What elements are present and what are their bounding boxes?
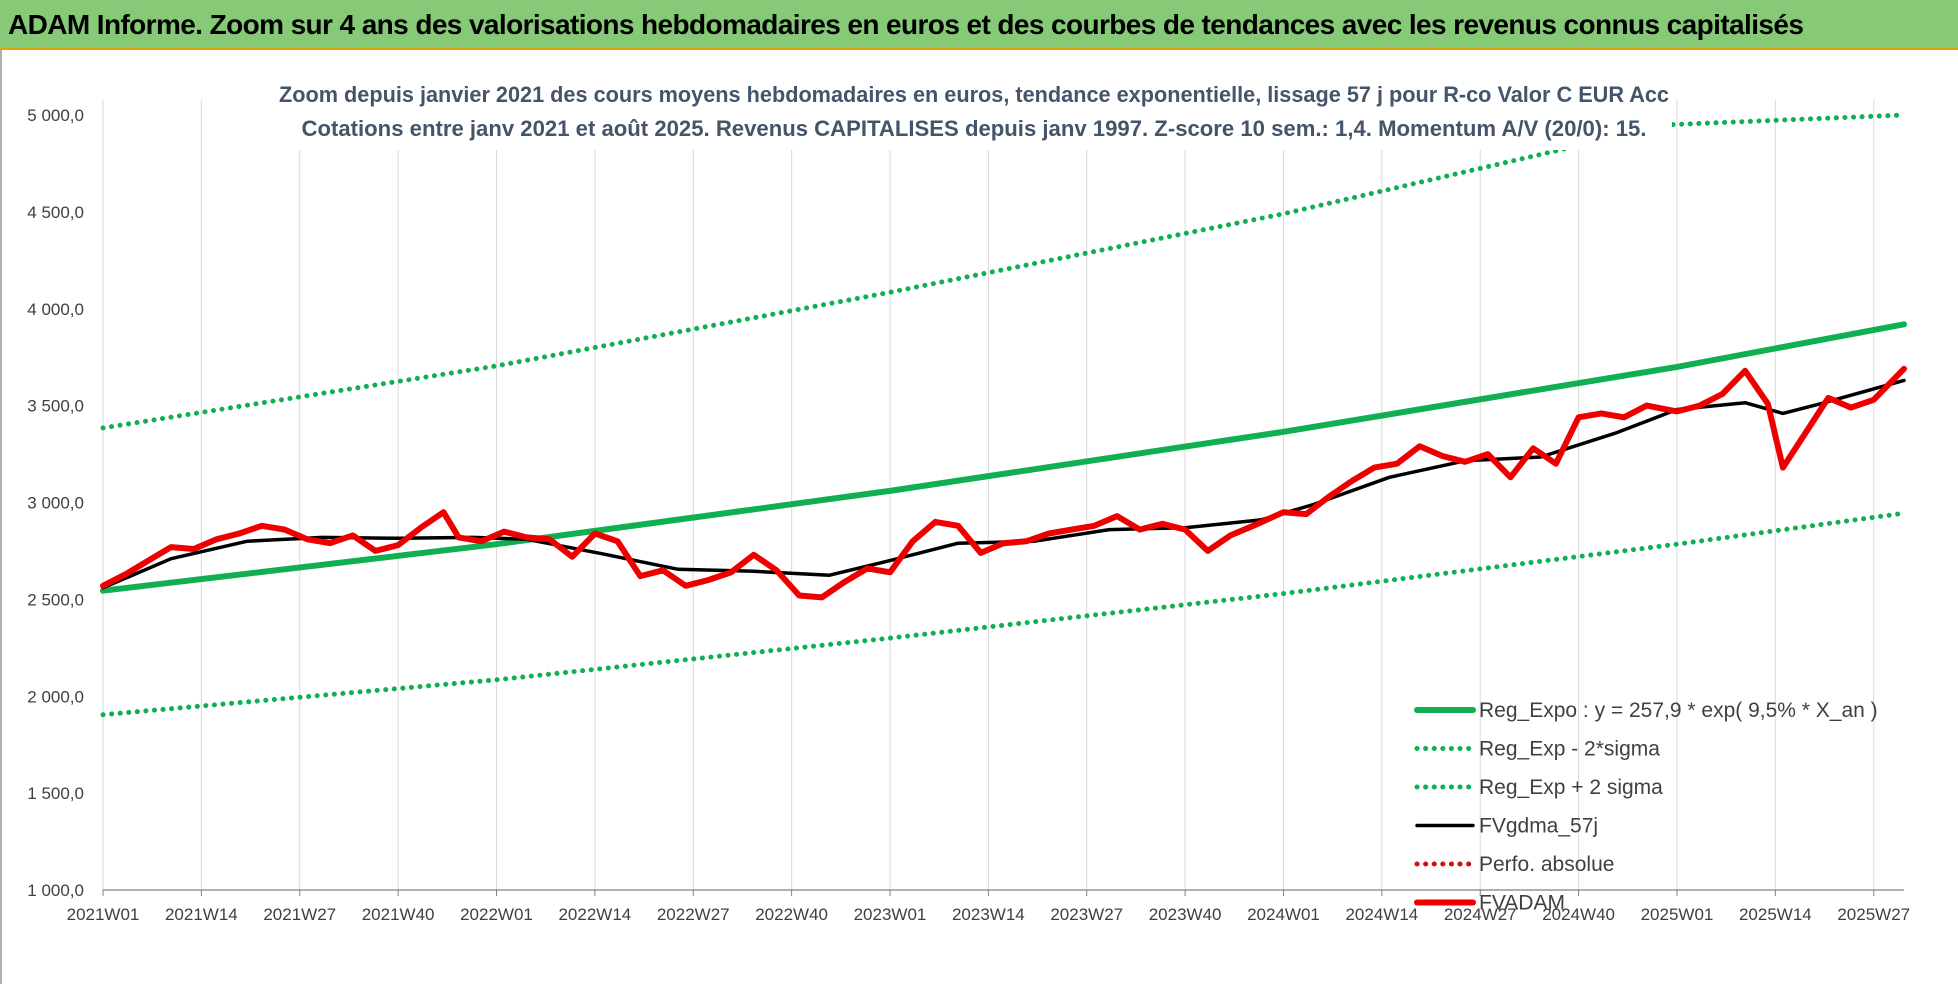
y-tick-label: 2 000,0 — [27, 687, 84, 706]
series-line-2 — [100, 112, 1907, 431]
x-tick-label: 2022W01 — [460, 905, 533, 924]
chart-title: Zoom depuis janvier 2021 des cours moyen… — [279, 82, 1669, 107]
x-tick-label: 2025W14 — [1739, 905, 1812, 924]
x-tick-label: 2021W14 — [165, 905, 238, 924]
legend: Reg_Expo : y = 257,9 * exp( 9,5% * X_an … — [1414, 699, 1878, 915]
x-tick-label: 2022W40 — [755, 905, 828, 924]
y-tick-label: 2 500,0 — [27, 590, 84, 609]
x-tick-label: 2021W27 — [263, 905, 336, 924]
banner-title: ADAM Informe. Zoom sur 4 ans des valoris… — [8, 9, 1804, 40]
x-tick-label: 2021W40 — [362, 905, 435, 924]
title-layer: Zoom depuis janvier 2021 des cours moyen… — [277, 72, 1672, 150]
y-tick-label: 3 500,0 — [27, 397, 84, 416]
banner: ADAM Informe. Zoom sur 4 ans des valoris… — [0, 0, 1958, 50]
legend-label: Perfo. absolue — [1479, 853, 1614, 876]
y-tick-label: 4 500,0 — [27, 203, 84, 222]
x-tick-label: 2023W27 — [1050, 905, 1123, 924]
x-tick-label: 2021W01 — [67, 905, 140, 924]
legend-label: FVgdma_57j — [1479, 815, 1598, 838]
series-line-5 — [100, 365, 1907, 601]
x-tick-label: 2023W01 — [854, 905, 927, 924]
x-tick-label: 2022W27 — [657, 905, 730, 924]
title-backdrop — [277, 72, 1672, 150]
x-tick-label: 2024W14 — [1345, 905, 1418, 924]
x-tick-label: 2024W27 — [1444, 905, 1517, 924]
x-tick-label: 2024W01 — [1247, 905, 1320, 924]
y-tick-label: 1 500,0 — [27, 784, 84, 803]
x-tick-label: 2023W40 — [1149, 905, 1222, 924]
x-tick-label: 2025W27 — [1837, 905, 1910, 924]
grid-layer — [102, 100, 1875, 890]
series-line-0 — [100, 321, 1907, 594]
chart-subtitle: Cotations entre janv 2021 et août 2025. … — [302, 116, 1647, 141]
series-line-1 — [100, 510, 1907, 718]
y-tick-label: 3 000,0 — [27, 494, 84, 513]
x-tick-label: 2024W40 — [1542, 905, 1615, 924]
y-tick-label: 4 000,0 — [27, 300, 84, 319]
legend-label: Reg_Expo : y = 257,9 * exp( 9,5% * X_an … — [1479, 699, 1878, 722]
chart: 2021W01 2021W14 2021W27 2021W40 2022W01 2022W… — [27, 72, 1910, 924]
x-tick-label: 2025W01 — [1641, 905, 1714, 924]
series-layer — [100, 112, 1907, 718]
chart-frame: 2021W01 2021W14 2021W27 2021W40 2022W01 2022W… — [0, 50, 1958, 984]
x-tick-label: 2022W14 — [558, 905, 631, 924]
y-tick-label: 1 000,0 — [27, 881, 84, 900]
legend-label: FVADAM — [1479, 892, 1565, 915]
legend-label: Reg_Exp - 2*sigma — [1479, 738, 1660, 761]
x-tick-label: 2023W14 — [952, 905, 1025, 924]
legend-label: Reg_Exp + 2 sigma — [1479, 776, 1663, 799]
axis-layer: 2021W01 2021W14 2021W27 2021W40 2022W01 2022W… — [27, 106, 1910, 924]
y-tick-label: 5 000,0 — [27, 106, 84, 125]
